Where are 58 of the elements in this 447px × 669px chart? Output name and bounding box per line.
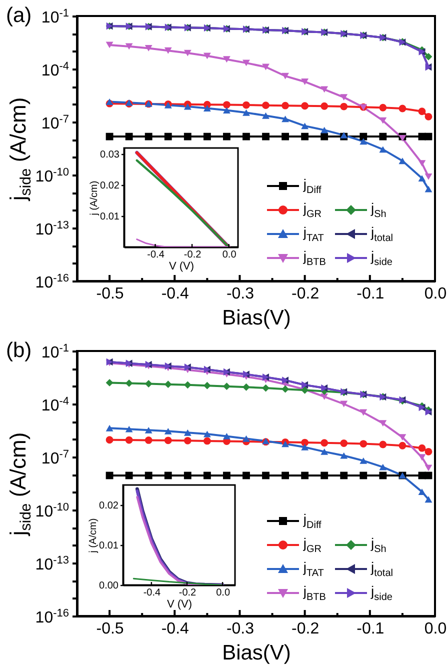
y-tick-label: 0.01 bbox=[100, 212, 120, 223]
x-tick-label: -0.4 bbox=[147, 250, 165, 260]
y-axis-title: j (A/cm) bbox=[88, 518, 100, 554]
y-tick-label: 10$^{-7}$ bbox=[41, 447, 69, 468]
y-tick-label: 10$^{-1}$ bbox=[41, 6, 69, 27]
y-tick-label: 10$^{-10}$ bbox=[35, 165, 69, 186]
x-axis-title: Bias(V) bbox=[222, 642, 291, 664]
legend-label: j$_{BTB}$ bbox=[303, 583, 326, 603]
legend-label: j$_{Sh}$ bbox=[370, 200, 386, 220]
x-axis-title: V (V) bbox=[166, 598, 192, 610]
x-axis-title: V (V) bbox=[168, 260, 194, 272]
legend-label: j$_{side}$ bbox=[370, 248, 392, 268]
legend-label: j$_{TAT}$ bbox=[303, 559, 324, 579]
y-tick-label: 10$^{-10}$ bbox=[35, 500, 69, 521]
x-tick-label: -0.2 bbox=[292, 620, 320, 638]
chart-title: (a) bbox=[6, 4, 32, 28]
x-tick-label: -0.1 bbox=[356, 620, 384, 638]
x-tick-label: -0.1 bbox=[356, 286, 384, 302]
legend-label: j$_{Diff}$ bbox=[303, 511, 322, 531]
x-tick-label: -0.2 bbox=[184, 250, 202, 260]
y-tick-label: 10$^{-7}$ bbox=[41, 112, 69, 133]
y-tick-label: 10$^{-16}$ bbox=[35, 271, 69, 292]
legend-label: j$_{Diff}$ bbox=[303, 176, 322, 196]
x-tick-label: -0.5 bbox=[96, 286, 124, 302]
x-tick-label: -0.2 bbox=[292, 286, 320, 302]
legend-label: j$_{total}$ bbox=[370, 224, 393, 244]
legend-label: j$_{side}$ bbox=[370, 583, 392, 603]
legend-label: j$_{TAT}$ bbox=[303, 224, 324, 244]
x-tick-label: 0.0 bbox=[216, 588, 230, 598]
x-tick-label: 0.0 bbox=[222, 250, 237, 260]
y-tick-label: 10$^{-13}$ bbox=[35, 553, 69, 574]
y-tick-label: 0.02 bbox=[100, 180, 120, 192]
legend-label: j$_{GR}$ bbox=[303, 200, 322, 220]
x-tick-label: 0.0 bbox=[424, 286, 447, 302]
x-tick-label: -0.3 bbox=[226, 620, 254, 638]
y-tick-label: 0.02 bbox=[99, 500, 119, 512]
legend-label: j$_{BTB}$ bbox=[303, 248, 326, 268]
x-tick-label: -0.3 bbox=[226, 286, 254, 302]
x-tick-label: -0.4 bbox=[143, 588, 161, 598]
y-tick-label: 10$^{-4}$ bbox=[41, 59, 69, 80]
chart-title: (b) bbox=[6, 339, 32, 363]
y-tick-label: 0.03 bbox=[100, 150, 120, 161]
x-tick-label: 0.0 bbox=[424, 620, 447, 638]
y-tick-label: 0.01 bbox=[99, 540, 119, 552]
legend-label: j$_{GR}$ bbox=[303, 535, 322, 555]
y-tick-label: 0.00 bbox=[99, 580, 119, 592]
x-tick-label: -0.4 bbox=[161, 620, 190, 638]
x-axis-title: Bias(V) bbox=[222, 306, 291, 330]
y-tick-label: 10$^{-16}$ bbox=[35, 606, 69, 627]
y-tick-label: 10$^{-13}$ bbox=[35, 218, 69, 239]
x-tick-label: -0.2 bbox=[178, 588, 197, 598]
y-axis-title: j (A/cm) bbox=[89, 180, 100, 216]
y-tick-label: 10$^{-4}$ bbox=[41, 394, 69, 415]
y-tick-label: 10$^{-1}$ bbox=[41, 341, 69, 362]
legend-label: j$_{total}$ bbox=[370, 559, 393, 579]
x-tick-label: -0.5 bbox=[96, 620, 124, 638]
x-tick-label: -0.4 bbox=[161, 286, 190, 302]
legend-label: j$_{Sh}$ bbox=[370, 535, 386, 555]
